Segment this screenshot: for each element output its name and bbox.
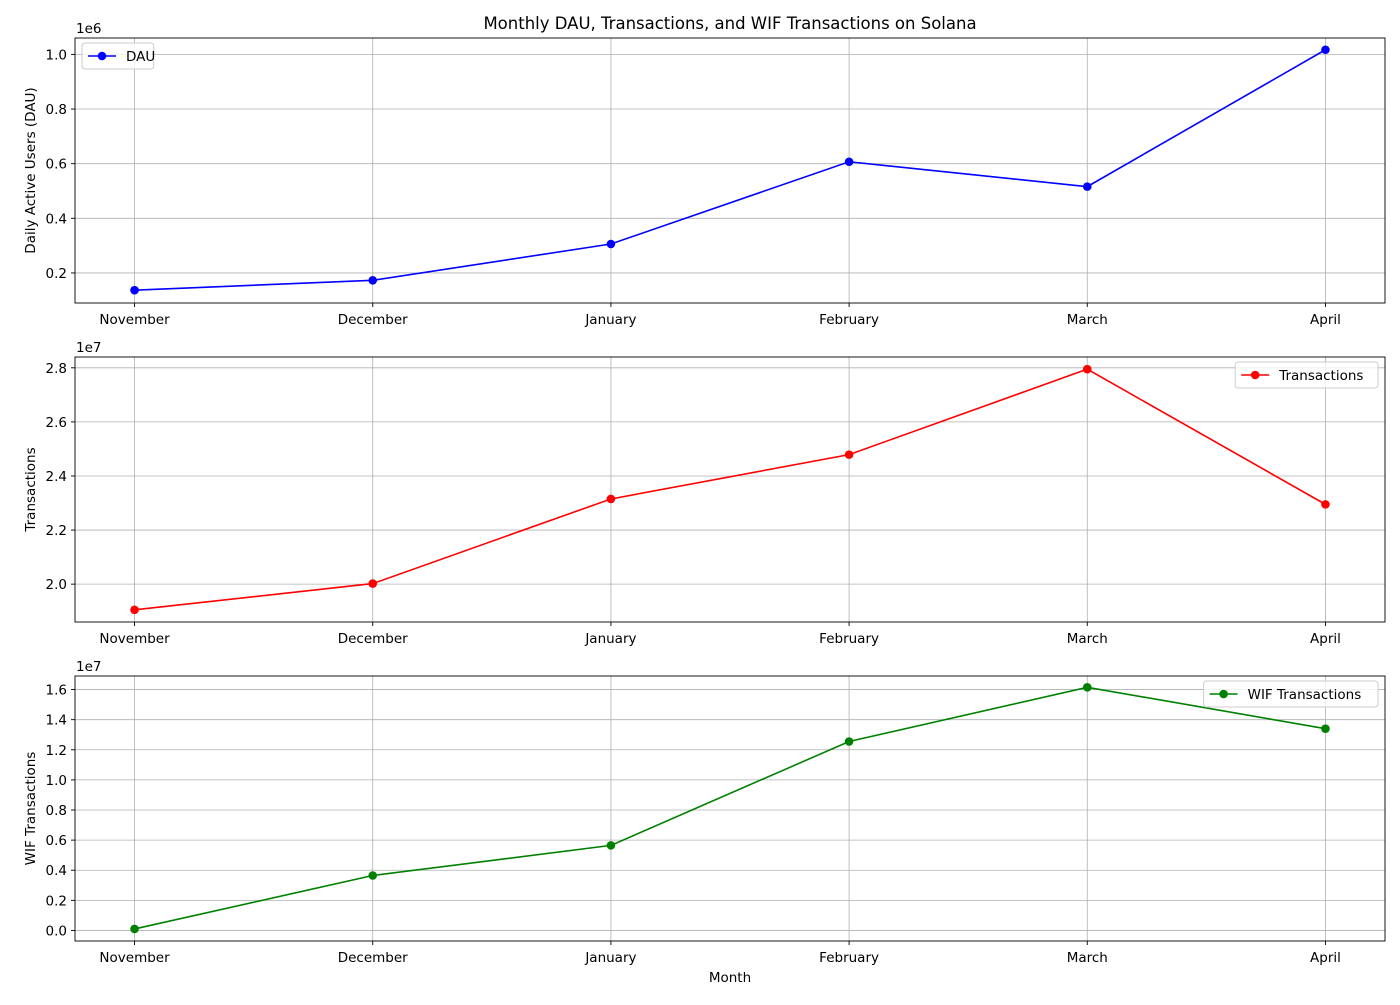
y-tick-label: 0.2	[46, 893, 67, 909]
x-tick-label: November	[99, 950, 170, 966]
data-point	[844, 450, 854, 459]
y-tick-label: 0.4	[46, 211, 67, 227]
y-tick-label: 0.0	[46, 923, 67, 939]
legend-marker-swatch	[97, 51, 107, 61]
data-point	[130, 605, 139, 615]
x-tick-label: February	[819, 950, 879, 966]
legend-box	[1234, 361, 1379, 389]
legend-label: WIF Transactions	[1248, 687, 1362, 703]
y-offset-label: 1e7	[76, 659, 101, 675]
legend: Transactions	[1234, 361, 1379, 389]
y-tick-label: 2.0	[46, 577, 67, 593]
grid	[75, 357, 1385, 622]
data-point	[606, 841, 616, 850]
legend-box	[1203, 680, 1379, 708]
y-tick-label: 2.6	[46, 415, 67, 431]
y-tick-label: 1.6	[46, 683, 67, 699]
data-point	[844, 737, 854, 746]
axes-frame	[74, 37, 1386, 304]
panel-3: November December January February March Apri…	[23, 659, 1386, 966]
legend: WIF Transactions	[1203, 680, 1379, 708]
y-axis-label: WIF Transactions	[23, 752, 39, 866]
legend-label: Transactions	[1278, 368, 1363, 384]
grid	[75, 676, 1385, 941]
panels-layer: November December January February March Apri…	[23, 21, 1386, 966]
x-tick-label: December	[338, 312, 408, 328]
data-point	[130, 924, 139, 934]
legend: DAU	[81, 42, 155, 70]
data-point	[368, 871, 378, 880]
y-tick-label: 0.6	[46, 833, 67, 849]
x-tick-label: April	[1310, 631, 1341, 647]
y-tick-label: 2.2	[46, 523, 67, 539]
legend-box	[81, 42, 155, 70]
data-point	[368, 276, 378, 285]
y-axis-label: Daily Active Users (DAU)	[23, 87, 39, 253]
x-tick-label: December	[338, 950, 408, 966]
axes-frame	[74, 675, 1386, 942]
data-point	[606, 239, 616, 249]
data-point	[1082, 182, 1092, 191]
y-tick-label: 0.8	[46, 102, 67, 118]
x-tick-label: March	[1067, 950, 1108, 966]
data-point	[1321, 724, 1330, 733]
y-tick-label: 2.8	[46, 361, 67, 377]
series-line	[134, 686, 1326, 930]
x-tick-label: April	[1310, 312, 1341, 328]
data-point	[368, 579, 378, 588]
x-tick-label: January	[584, 312, 636, 328]
y-tick-label: 0.8	[46, 803, 67, 819]
y-tick-label: 1.4	[46, 713, 67, 729]
data-point	[1321, 45, 1330, 55]
x-tick-label: November	[99, 631, 170, 647]
x-tick-label: March	[1067, 312, 1108, 328]
data-point	[844, 157, 854, 167]
y-offset-label: 1e7	[76, 340, 101, 356]
y-tick-label: 1.0	[46, 47, 67, 63]
legend-marker-swatch	[1250, 370, 1260, 380]
data-point	[606, 494, 616, 504]
y-tick-label: 0.4	[46, 863, 67, 879]
y-tick-label: 0.2	[46, 266, 67, 282]
x-tick-label: February	[819, 312, 879, 328]
x-tick-label: February	[819, 631, 879, 647]
legend-label: DAU	[126, 49, 155, 65]
panel-1: November December January February March Apri…	[23, 21, 1386, 328]
data-point	[1321, 500, 1330, 509]
x-tick-label: April	[1310, 950, 1341, 966]
legend-marker-swatch	[1219, 689, 1228, 699]
x-tick-label: November	[99, 312, 170, 328]
y-offset-label: 1e6	[76, 21, 101, 37]
series-line	[134, 368, 1326, 611]
y-axis-label: Transactions	[23, 447, 39, 532]
x-tick-label: March	[1067, 631, 1108, 647]
x-tick-label: January	[584, 950, 636, 966]
y-tick-label: 2.4	[46, 469, 67, 485]
y-tick-label: 1.2	[46, 743, 67, 759]
data-point	[130, 285, 139, 295]
data-point	[1082, 364, 1092, 374]
series-line	[134, 49, 1326, 291]
chart-title: Monthly DAU, Transactions, and WIF Trans…	[483, 14, 976, 33]
x-axis-label: Month	[709, 970, 751, 986]
x-tick-label: December	[338, 631, 408, 647]
y-tick-label: 1.0	[46, 773, 67, 789]
y-tick-label: 0.6	[46, 157, 67, 173]
axes-frame	[74, 356, 1386, 623]
panel-2: November December January February March Apri…	[23, 340, 1386, 647]
grid	[75, 38, 1385, 303]
data-point	[1082, 682, 1092, 692]
x-tick-label: January	[584, 631, 636, 647]
